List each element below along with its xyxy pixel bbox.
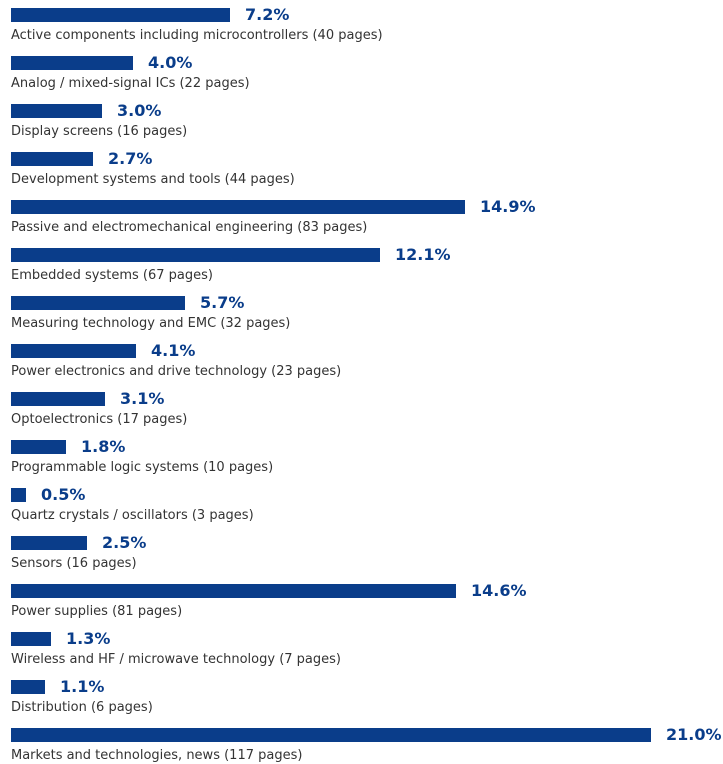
category-label: Display screens (16 pages) — [11, 124, 188, 139]
category-label: Embedded systems (67 pages) — [11, 268, 213, 283]
value-label: 4.1% — [151, 341, 196, 360]
category-label: Passive and electromechanical engineerin… — [11, 220, 368, 235]
bar — [11, 56, 133, 70]
bar — [11, 632, 51, 646]
value-label: 21.0% — [666, 725, 722, 744]
value-label: 1.1% — [60, 677, 105, 696]
value-label: 5.7% — [200, 293, 245, 312]
value-label: 3.1% — [120, 389, 165, 408]
category-label: Sensors (16 pages) — [11, 556, 137, 571]
value-label: 7.2% — [245, 5, 290, 24]
bar — [11, 584, 456, 598]
value-label: 1.8% — [81, 437, 126, 456]
bar — [11, 200, 465, 214]
value-label: 2.7% — [108, 149, 153, 168]
value-label: 4.0% — [148, 53, 193, 72]
category-label: Development systems and tools (44 pages) — [11, 172, 295, 187]
category-label: Optoelectronics (17 pages) — [11, 412, 188, 427]
category-label: Distribution (6 pages) — [11, 700, 153, 715]
value-label: 0.5% — [41, 485, 86, 504]
bar — [11, 728, 651, 742]
bar — [11, 680, 45, 694]
bar — [11, 392, 105, 406]
category-label: Programmable logic systems (10 pages) — [11, 460, 274, 475]
category-label: Markets and technologies, news (117 page… — [11, 748, 303, 763]
category-label: Power electronics and drive technology (… — [11, 364, 342, 379]
category-label: Quartz crystals / oscillators (3 pages) — [11, 508, 254, 523]
category-label: Measuring technology and EMC (32 pages) — [11, 316, 291, 331]
category-label: Wireless and HF / microwave technology (… — [11, 652, 341, 667]
bar — [11, 8, 230, 22]
bar — [11, 152, 93, 166]
value-label: 1.3% — [66, 629, 111, 648]
bar — [11, 488, 26, 502]
value-label: 14.9% — [480, 197, 536, 216]
category-label: Active components including microcontrol… — [11, 28, 383, 43]
bar — [11, 248, 380, 262]
value-label: 12.1% — [395, 245, 451, 264]
category-label: Power supplies (81 pages) — [11, 604, 183, 619]
value-label: 14.6% — [471, 581, 527, 600]
bar — [11, 104, 102, 118]
bar — [11, 344, 136, 358]
value-label: 2.5% — [102, 533, 147, 552]
bar — [11, 536, 87, 550]
value-label: 3.0% — [117, 101, 162, 120]
category-label: Analog / mixed-signal ICs (22 pages) — [11, 76, 250, 91]
bar — [11, 296, 185, 310]
bar — [11, 440, 66, 454]
